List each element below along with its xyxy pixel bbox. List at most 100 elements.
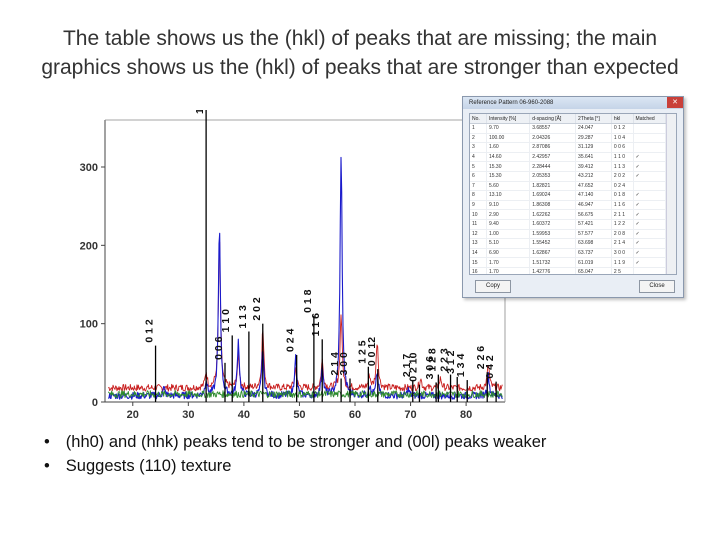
reference-pattern-dialog[interactable]: Reference Pattern 06-960-2088 ✕ No. Inten… [462,96,684,298]
table-cell: 15.30 [486,171,531,182]
column-header[interactable]: 2Theta [°] [575,114,612,124]
x-tick-label: 50 [293,409,305,421]
table-cell: 47.140 [575,190,612,201]
table-row[interactable]: 2 100.00 2.04326 29.287 1 0 4 [470,133,667,144]
hkl-label: 1 3 4 [455,354,467,378]
table-cell: 43.212 [575,171,612,182]
table-cell: ✓ [633,152,667,163]
table-row[interactable]: 10 2.90 1.62262 56.675 2 1 1 ✓ [470,209,667,220]
table-cell: 2 1 4 [611,238,634,249]
hkl-label: 1 1 6 [310,313,322,337]
hkl-label: 1 0 4 [194,110,206,114]
column-header[interactable]: No. [470,114,487,124]
table-cell: 9 [470,200,487,211]
column-header[interactable]: Matched [633,114,667,124]
table-cell: 6 [470,171,487,182]
table-cell: 0 0 6 [611,142,634,153]
hkl-label: 3 0 6 [424,356,436,380]
table-cell: 3.68557 [529,123,577,134]
table-cell: 0 2 4 [611,181,634,192]
hkl-label: 1 1 3 [237,305,249,329]
table-cell: 5.10 [486,238,531,249]
table-cell: 1 [470,123,487,134]
table-cell: 1.60372 [529,219,577,230]
table-cell: 9.10 [486,200,531,211]
table-row[interactable]: 7 5.60 1.82821 47.652 0 2 4 [470,181,667,192]
table-cell: 1 0 4 [611,133,634,144]
table-cell: 2 [470,133,487,144]
table-cell: 2.04326 [529,133,577,144]
table-row[interactable]: 3 1.60 2.87086 31.129 0 0 6 [470,142,667,153]
hkl-markers: 0 1 2 1 0 4 0 0 6 1 1 0 1 1 32 0 2 0 2 4 1 1 6… [144,110,497,402]
table-cell: 63.698 [575,238,612,249]
bullet-symbol: • [44,433,50,451]
table-cell: 2 1 1 [611,209,634,220]
y-tick-label: 0 [92,397,98,409]
table-cell: 1 2 2 [611,219,634,230]
xrd-chart: 20 30 40 50 60 70 80 0 100 200 300 0 1 2 1 0 4 0 0 6… [80,110,506,421]
table-cell: 1.70 [486,267,531,274]
table-cell: 1.70 [486,257,531,268]
table-cell: 12 [470,229,487,240]
table-cell: 57.577 [575,229,612,240]
table-cell: ✓ [633,171,667,182]
table-cell: 2.28444 [529,161,577,172]
hkl-label: 0 4 2 [484,355,496,379]
table-row[interactable]: 5 15.30 2.28444 39.412 1 1 3 ✓ [470,161,667,172]
table-scrollbar[interactable] [666,114,676,274]
table-row[interactable]: 8 13.10 1.69024 47.140 0 1 8 ✓ [470,190,667,201]
x-tick-label: 80 [460,409,472,421]
hkl-label: 2 2 3 [439,348,451,372]
hkl-label: 2 2 6 [475,346,487,370]
table-cell: 1.42776 [529,267,577,274]
table-cell: 65.047 [575,267,612,274]
table-cell: 3 [470,142,487,153]
hkl-label: 0 0 6 [213,336,225,360]
table-row[interactable]: 13 5.10 1.55452 63.698 2 1 4 ✓ [470,238,667,249]
table-row[interactable]: 9 9.10 1.86308 46.947 1 1 6 ✓ [470,200,667,211]
hkl-label: 0 0 12 [366,337,378,366]
table-row[interactable]: 14 6.90 1.62867 63.737 3 0 0 ✓ [470,248,667,259]
table-cell: 3 0 0 [611,248,634,259]
table-row[interactable]: 15 1.70 1.51732 61.019 1 1 9 ✓ [470,257,667,268]
table-cell: 2 0 8 [611,229,634,240]
bullet-list: • (hh0) and (hhk) peaks tend to be stron… [44,430,546,478]
table-cell: 100.00 [486,133,531,144]
table-cell: 1.55452 [529,238,577,249]
x-tick-label: 20 [127,409,139,421]
table-row[interactable]: 1 9.70 3.68557 24.047 0 1 2 [470,123,667,134]
table-header-row: No. Intensity [%] d-spacing [Å] 2Theta [°] h… [470,114,667,124]
bullet-item: • (hh0) and (hhk) peaks tend to be stron… [44,430,546,454]
column-header[interactable]: hkl [611,114,634,124]
table-row[interactable]: 12 1.00 1.59953 57.577 2 0 8 ✓ [470,229,667,240]
table-cell: 2.42957 [529,152,577,163]
table-cell: ✓ [633,161,667,172]
reference-table-panel: No. Intensity [%] d-spacing [Å] 2Theta [°] h… [469,113,677,275]
table-cell: 57.421 [575,219,612,230]
table-cell: 14 [470,248,487,259]
chart-axes: 20 30 40 50 60 70 80 0 100 200 300 [80,119,506,421]
hkl-label: 0 2 4 [285,328,297,352]
copy-button[interactable]: Copy [475,280,511,293]
table-cell [633,133,667,144]
table-cell: 8 [470,190,487,201]
hkl-label: 2 0 2 [251,297,263,321]
table-cell: 2.90 [486,209,531,220]
table-row[interactable]: 16 1.70 1.42776 65.047 2 5 [470,267,667,274]
table-cell: 15 [470,257,487,268]
table-cell: ✓ [633,238,667,249]
table-row[interactable]: 11 9.40 1.60372 57.421 1 2 2 ✓ [470,219,667,230]
table-cell: 1.82821 [529,181,577,192]
bullet-text: (hh0) and (hhk) peaks tend to be stronge… [65,433,547,451]
table-cell: 0 1 2 [611,123,634,134]
table-cell: 1.62867 [529,248,577,259]
close-button[interactable]: Close [639,280,675,293]
y-tick-label: 300 [80,162,98,174]
column-header[interactable]: d-spacing [Å] [529,114,577,124]
column-header[interactable]: Intensity [%] [486,114,531,124]
table-cell: 46.947 [575,200,612,211]
dialog-title-bar[interactable]: Reference Pattern 06-960-2088 ✕ [463,97,683,109]
table-row[interactable]: 6 15.30 2.05353 43.212 2 0 2 ✓ [470,171,667,182]
close-icon[interactable]: ✕ [667,97,683,108]
table-row[interactable]: 4 14.60 2.42957 35.641 1 1 0 ✓ [470,152,667,163]
